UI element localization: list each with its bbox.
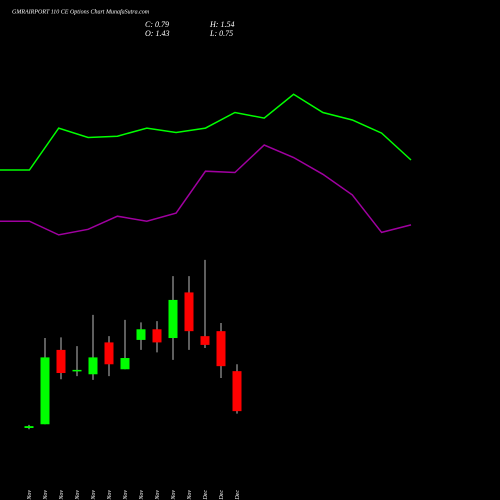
ohlc-readout: O: 1.43 xyxy=(145,29,169,38)
x-tick-label: 22 Nov xyxy=(107,490,113,500)
candle-body xyxy=(136,329,146,340)
x-tick-label: 26 Nov xyxy=(139,490,145,500)
candle-body xyxy=(40,357,50,425)
x-tick-label: 29 Nov xyxy=(187,490,193,500)
candle-body xyxy=(184,292,194,332)
x-tick-label: 21 Nov xyxy=(91,490,97,500)
candle-body xyxy=(24,426,34,429)
candle-body xyxy=(200,336,210,345)
ohlc-readout: L: 0.75 xyxy=(209,29,233,38)
x-tick-label: 18 Nov xyxy=(43,490,49,500)
x-tick-label: 28 Nov xyxy=(171,490,177,500)
x-tick-label: 27 Nov xyxy=(155,490,161,500)
chart-title: GMRAIRPORT 110 CE Options Chart MunafaSu… xyxy=(12,8,150,15)
x-tick-label: 25 Nov xyxy=(123,490,129,500)
candle-body xyxy=(232,371,242,412)
x-tick-label: 20 Nov xyxy=(75,490,81,500)
x-tick-label: 17 Nov xyxy=(27,490,33,500)
ohlc-label: O: xyxy=(145,29,154,38)
ohlc-value: 0.79 xyxy=(155,20,169,29)
x-tick-label: 04 Dec xyxy=(234,490,241,500)
candle-body xyxy=(104,342,114,365)
ohlc-label: L: xyxy=(209,29,217,38)
x-tick-label: 03 Dec xyxy=(219,490,225,500)
ohlc-label: H: xyxy=(209,20,219,29)
indicator-line xyxy=(0,93,412,171)
candle-body xyxy=(88,357,98,375)
ohlc-label: C: xyxy=(145,20,153,29)
candle-body xyxy=(216,331,226,367)
candle-body xyxy=(168,299,178,339)
indicator-line xyxy=(0,144,412,236)
ohlc-value: 1.54 xyxy=(220,20,234,29)
candle-body xyxy=(120,358,130,370)
x-tick-label: 02 Dec xyxy=(203,490,209,500)
ohlc-readout: H: 1.54 xyxy=(209,20,234,29)
ohlc-value: 0.75 xyxy=(219,29,233,38)
candle-body xyxy=(56,349,66,374)
x-tick-label: 19 Nov xyxy=(59,490,65,500)
candle-body xyxy=(152,329,162,343)
candle-body xyxy=(72,369,82,372)
ohlc-value: 1.43 xyxy=(155,29,169,38)
ohlc-readout: C: 0.79 xyxy=(145,20,169,29)
